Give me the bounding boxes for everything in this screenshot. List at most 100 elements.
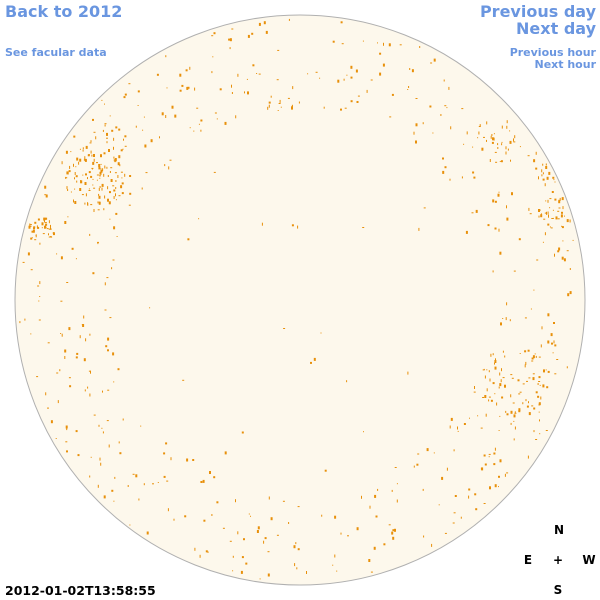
facula — [104, 309, 107, 311]
facula — [187, 238, 190, 241]
facula — [522, 383, 525, 385]
facula — [268, 496, 270, 500]
facula — [37, 285, 40, 287]
facula — [334, 515, 337, 519]
facula — [490, 399, 493, 402]
facula — [100, 462, 102, 466]
facula — [74, 188, 76, 190]
facula — [457, 426, 458, 430]
facula — [66, 282, 69, 283]
facula — [528, 207, 530, 211]
facula — [112, 185, 115, 187]
facula — [97, 484, 99, 488]
facula — [179, 89, 182, 92]
facula — [67, 171, 69, 175]
facula — [149, 307, 151, 309]
facula — [313, 357, 316, 361]
facula — [169, 159, 172, 161]
facula — [99, 177, 101, 179]
facula — [65, 176, 67, 179]
facula — [538, 381, 541, 382]
facula — [99, 186, 101, 188]
facular-link[interactable]: See facular data — [5, 46, 107, 59]
facula — [544, 232, 546, 236]
facula — [486, 388, 488, 392]
facula — [525, 361, 527, 365]
facula — [546, 176, 549, 180]
facula — [82, 147, 84, 150]
facula — [211, 71, 213, 74]
facula — [73, 163, 74, 167]
facula — [446, 467, 448, 471]
facula — [562, 240, 564, 242]
facula — [357, 95, 360, 97]
facula — [363, 431, 364, 433]
facula — [561, 226, 564, 229]
facula — [232, 555, 234, 558]
facula — [506, 302, 508, 306]
facula — [209, 471, 211, 474]
facula — [529, 213, 532, 215]
facula — [540, 396, 542, 400]
facula — [558, 247, 561, 251]
facula — [276, 79, 279, 81]
facula — [512, 402, 515, 404]
facula — [75, 356, 78, 359]
facula — [444, 532, 447, 534]
facula — [415, 98, 418, 99]
facula — [540, 214, 543, 218]
facula — [115, 199, 117, 201]
facula — [423, 207, 426, 209]
facula — [538, 402, 541, 406]
facula — [538, 176, 539, 180]
facula — [350, 76, 353, 79]
facula — [494, 366, 497, 370]
facula — [510, 410, 513, 414]
facula — [30, 225, 32, 227]
next-day-link[interactable]: Next day — [516, 19, 597, 38]
facula — [267, 106, 269, 110]
facula — [566, 219, 569, 223]
facula — [511, 192, 513, 196]
facula — [105, 345, 108, 348]
facula — [109, 317, 112, 319]
facula — [56, 372, 59, 374]
facula — [383, 543, 386, 546]
previous-hour-link[interactable]: Previous hour — [510, 46, 597, 59]
back-link[interactable]: Back to 2012 — [5, 2, 122, 21]
facula — [350, 65, 353, 69]
previous-day-link[interactable]: Previous day — [480, 2, 597, 21]
facula — [115, 126, 118, 129]
facula — [488, 370, 490, 373]
facula — [549, 207, 551, 209]
facula — [561, 197, 564, 201]
facula — [415, 123, 418, 127]
facula — [81, 194, 84, 196]
facula — [60, 300, 63, 302]
facula — [536, 259, 539, 261]
facula — [99, 457, 101, 461]
facula — [258, 22, 261, 26]
facula — [315, 71, 318, 73]
facula — [475, 508, 478, 511]
facula — [477, 137, 479, 139]
facula — [319, 77, 321, 79]
facula — [73, 135, 76, 138]
facula — [499, 415, 501, 417]
facula — [83, 315, 85, 319]
facula — [97, 201, 99, 204]
facula — [340, 21, 343, 24]
facula — [106, 420, 109, 422]
facula — [559, 197, 561, 201]
facula — [483, 136, 485, 138]
facula — [107, 389, 110, 391]
facula — [70, 151, 72, 153]
facula — [70, 191, 72, 193]
facula — [229, 47, 231, 50]
facula — [44, 185, 47, 189]
facula — [448, 86, 450, 90]
next-hour-link[interactable]: Next hour — [535, 58, 597, 71]
facula — [186, 86, 189, 90]
facula — [310, 361, 312, 364]
facula — [288, 18, 290, 21]
